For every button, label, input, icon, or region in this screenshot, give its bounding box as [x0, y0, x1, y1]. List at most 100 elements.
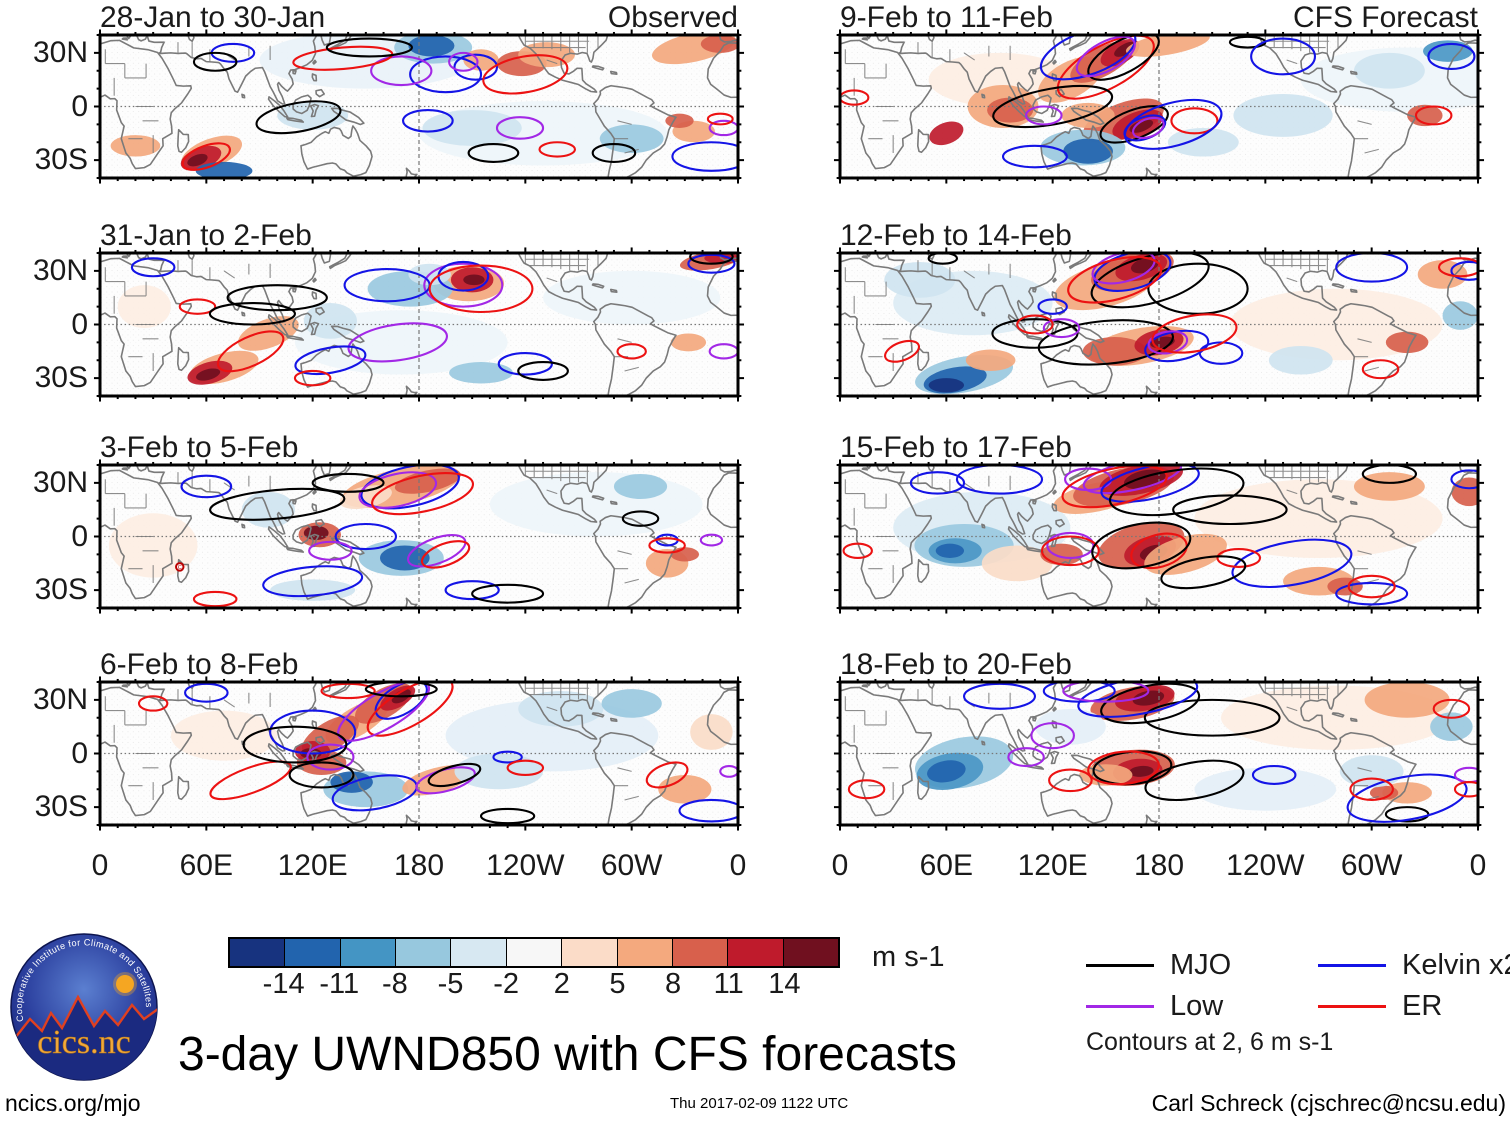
contour-kelvin [1120, 91, 1227, 158]
contour-mjo [1145, 700, 1280, 736]
coastlines [840, 682, 1478, 825]
contour-kelvin [293, 342, 367, 379]
contour-mjo [194, 53, 237, 71]
contour-mjo [929, 253, 957, 264]
contour-er [1217, 549, 1260, 567]
x-axis-tick-label: 120E [277, 849, 348, 882]
map-frame [100, 465, 738, 608]
contour-er [1127, 528, 1190, 574]
contour-mjo [313, 474, 384, 492]
contour-low [1044, 319, 1079, 337]
contour-low [710, 344, 738, 358]
map-panel-forecast-row1: 9-Feb to 11-Feb CFS Forecast [840, 3, 1478, 178]
contour-kelvin [358, 457, 463, 516]
colorbar-segment [340, 939, 397, 966]
contour-low [449, 53, 477, 71]
y-axis-tick-label: 30N [32, 682, 88, 716]
contour-kelvin [1003, 146, 1067, 167]
contour-er [1416, 107, 1451, 125]
contour-kelvin [1075, 668, 1200, 724]
colorbar-tick-label: 14 [768, 968, 801, 1000]
contour-er [179, 138, 233, 175]
contour-er [194, 592, 237, 606]
panel-column-header: CFS Forecast [1292, 1, 1478, 34]
panel-date-label: 15-Feb to 17-Feb [840, 431, 1072, 464]
contour-er [844, 544, 872, 558]
contour-kelvin [410, 56, 481, 92]
y-axis-tick-label: 30S [34, 361, 88, 395]
logo-wordmark: cics.nc [37, 1024, 130, 1061]
contour-kelvin [132, 258, 175, 276]
cics-logo-graphic: Cooperative Institute for Climate and Sa… [10, 933, 158, 1081]
contour-kelvin [1451, 470, 1486, 488]
colorbar-segment [728, 939, 784, 966]
map-frame [840, 35, 1478, 178]
colorbar-tick-label: -14 [262, 968, 305, 1000]
state-borders [525, 253, 598, 271]
contour-er [1349, 576, 1395, 597]
y-axis-tick-label: 30N [32, 35, 88, 69]
map-panel-forecast-row3: 15-Feb to 17-Feb [840, 433, 1478, 608]
state-borders [1265, 465, 1338, 483]
contour-low [1026, 107, 1061, 125]
x-axis-tick-label: 180 [393, 849, 445, 882]
colorbar-tick-label: 2 [553, 968, 570, 1000]
y-axis-tick-label: 0 [71, 307, 88, 341]
contour-kelvin [370, 673, 433, 726]
panel-date-label: 6-Feb to 8-Feb [100, 648, 299, 681]
colorbar-tick-label: -5 [437, 968, 464, 1000]
x-axis-tick-label: 60E [179, 849, 234, 882]
contour-er [430, 266, 533, 312]
x-axis-tick-label: 60W [1340, 849, 1403, 882]
contour-mjo [1107, 461, 1246, 522]
map-panel-observed-row2: 31-Jan to 2-Feb [100, 221, 738, 396]
y-axis-tick-label: 30N [32, 253, 88, 287]
contour-mjo [426, 759, 482, 790]
contour-er [1049, 23, 1163, 111]
contour-er [1434, 700, 1469, 718]
x-axis-tick-label: 180 [1133, 849, 1185, 882]
contour-er [292, 43, 393, 73]
contour-low [424, 264, 502, 307]
colorbar-segment [617, 939, 673, 966]
map-panel-observed-row3: 3-Feb to 5-Feb C [100, 433, 738, 608]
panel-date-label: 9-Feb to 11-Feb [840, 1, 1053, 34]
contour-mjo [254, 96, 343, 139]
contour-er [708, 114, 733, 125]
contour-er [180, 299, 215, 313]
contour-low [371, 56, 431, 85]
contour-er [322, 684, 375, 698]
legend-line-sample [1318, 963, 1386, 967]
contour-mjo [469, 144, 519, 162]
contour-er [419, 536, 473, 573]
contour-kelvin [688, 255, 734, 273]
country-borders [105, 472, 638, 583]
contour-er [1171, 108, 1217, 133]
contour-er [617, 344, 645, 358]
colorbar-tick-label: -8 [382, 968, 408, 1000]
contour-mjo [1089, 516, 1194, 576]
contour-kelvin [1253, 766, 1296, 784]
contour-mjo [690, 249, 733, 263]
contour-mjo [990, 78, 1115, 134]
y-axis-tick-label: 0 [71, 89, 88, 123]
map-svg [840, 253, 1478, 396]
contour-er [139, 696, 167, 710]
colorbar-segment [396, 939, 452, 966]
contour-mjo [290, 762, 354, 787]
y-axis-tick-label: 30S [34, 790, 88, 824]
legend-item-er: ER [1318, 991, 1442, 1021]
contour-mjo [1142, 754, 1246, 807]
legend-label: ER [1402, 990, 1443, 1022]
contour-er [1439, 258, 1482, 276]
legend-label: Kelvin x2 [1402, 949, 1510, 981]
legend-note: Contours at 2, 6 m s-1 [1086, 1028, 1334, 1056]
colorbar-tick-label: -11 [319, 968, 360, 1000]
contour-er [643, 758, 690, 793]
colorbar-segment [562, 939, 618, 966]
contour-er [1049, 770, 1092, 791]
country-borders [105, 42, 638, 153]
map-panel-observed-row4: 6-Feb to 8-Feb [100, 650, 738, 825]
contour-low [720, 766, 738, 777]
contour-mjo [472, 585, 543, 603]
